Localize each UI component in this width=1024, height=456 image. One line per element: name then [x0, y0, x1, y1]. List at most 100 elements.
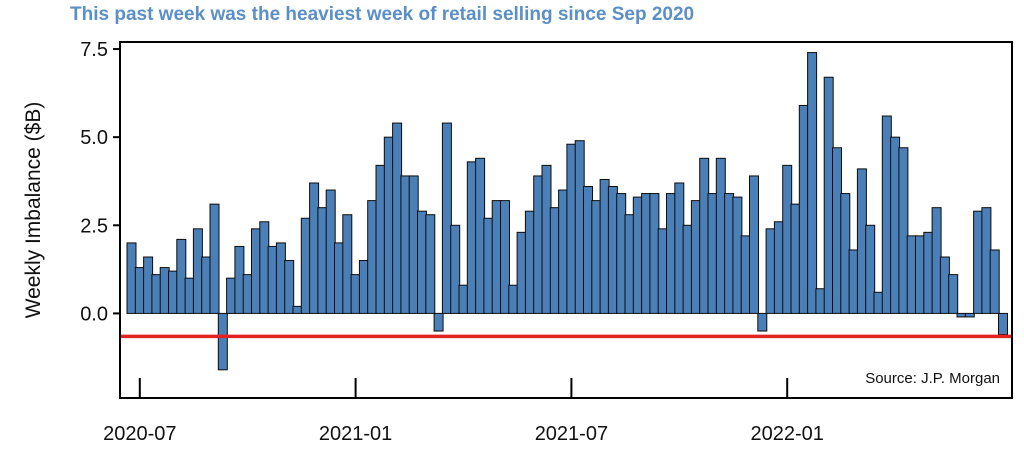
bar — [325, 189, 336, 314]
x-tick-label: 2020-07 — [103, 423, 176, 445]
bar — [417, 210, 427, 314]
bar — [915, 235, 925, 314]
bar — [375, 164, 386, 314]
bar — [682, 224, 693, 314]
y-axis-title: Weekly Imbalance ($B) — [22, 102, 45, 319]
bar — [549, 207, 560, 314]
bar — [632, 196, 643, 314]
bar — [773, 221, 784, 314]
bar — [524, 210, 535, 314]
chart-title: This past week was the heaviest week of … — [70, 4, 695, 25]
bar — [981, 207, 992, 314]
bar — [159, 267, 170, 314]
bar — [508, 284, 519, 314]
x-tick-label: 2021-01 — [319, 423, 392, 445]
bar — [790, 203, 801, 314]
bar — [425, 214, 436, 314]
bar — [309, 182, 320, 314]
bar — [599, 178, 610, 314]
bar — [275, 242, 286, 314]
bar — [168, 270, 178, 314]
bar — [964, 312, 975, 318]
bar — [201, 256, 212, 314]
bar — [143, 256, 154, 314]
bar — [267, 245, 278, 314]
bar — [956, 312, 967, 318]
bar — [591, 200, 602, 314]
bar — [923, 231, 934, 314]
x-axis: 2020-07 2021-01 2021-07 2022-01 — [103, 378, 824, 445]
bar — [666, 193, 676, 314]
bar — [699, 157, 710, 314]
bar — [890, 136, 901, 314]
x-tick-label: 2021-07 — [535, 423, 608, 445]
bar — [856, 168, 867, 314]
bar — [151, 274, 162, 314]
bar — [441, 122, 452, 314]
bar — [392, 122, 403, 314]
bar — [765, 228, 776, 314]
bar — [807, 52, 818, 314]
bar — [192, 228, 203, 314]
bar — [251, 228, 261, 314]
bar — [234, 245, 245, 314]
bar — [566, 143, 577, 314]
bar — [832, 147, 842, 314]
bar — [740, 235, 751, 314]
source-annotation: Source: J.P. Morgan — [865, 370, 1000, 387]
bar — [865, 224, 876, 314]
bar — [533, 175, 544, 314]
bar — [973, 210, 984, 314]
bar — [334, 242, 344, 314]
bar — [815, 288, 826, 314]
bar — [500, 200, 510, 314]
bar — [491, 200, 502, 314]
bar — [939, 256, 950, 314]
bar — [840, 193, 851, 314]
bar — [126, 242, 137, 314]
bar — [383, 136, 394, 314]
bar — [184, 277, 195, 314]
bar — [516, 231, 527, 314]
y-tick-label: 2.5 — [80, 215, 108, 237]
bar — [217, 312, 228, 371]
bar — [450, 224, 461, 314]
bar — [583, 186, 593, 314]
bar — [317, 207, 328, 314]
bar — [259, 221, 270, 314]
x-tick-label: 2022-01 — [750, 423, 823, 445]
bar — [466, 161, 477, 314]
bar — [848, 249, 859, 314]
bar — [616, 193, 627, 314]
bar — [724, 193, 735, 314]
bar — [690, 200, 701, 314]
bar — [574, 140, 585, 314]
bar — [823, 76, 834, 314]
bar — [292, 305, 303, 314]
bar — [350, 274, 361, 314]
bar — [898, 147, 909, 314]
bar — [176, 238, 187, 314]
bar — [674, 182, 685, 314]
bar — [458, 284, 469, 314]
bar — [367, 200, 378, 314]
bar — [209, 203, 220, 314]
bar — [558, 189, 569, 314]
bar — [400, 175, 411, 314]
y-axis: 7.5 5.0 2.5 0.0 — [80, 39, 120, 325]
bar — [641, 193, 652, 314]
bar — [715, 157, 726, 314]
y-tick-label: 5.0 — [80, 127, 108, 149]
bar — [732, 196, 743, 314]
bar — [757, 312, 768, 332]
bar — [134, 267, 145, 314]
bar — [624, 214, 635, 314]
bar — [931, 207, 942, 314]
y-tick-label: 7.5 — [80, 39, 108, 61]
bar — [483, 217, 494, 314]
bar — [342, 214, 353, 314]
bar — [707, 193, 718, 314]
bar — [408, 175, 419, 314]
bar — [906, 235, 917, 314]
